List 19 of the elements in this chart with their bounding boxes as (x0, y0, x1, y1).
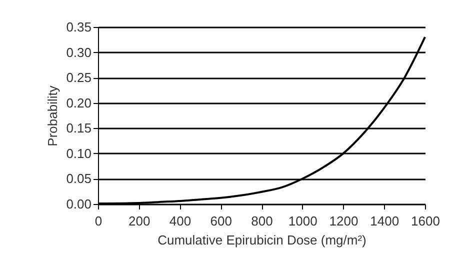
y-tick-label: 0.20 (66, 95, 92, 110)
y-tick-label: 0.00 (66, 196, 92, 212)
x-tick-label: 400 (169, 214, 192, 228)
x-axis-title: Cumulative Epirubicin Dose (mg/m²) (158, 232, 366, 248)
y-tick-label: 0.35 (66, 20, 92, 34)
y-tick-label: 0.15 (66, 120, 92, 136)
x-tick-label: 800 (251, 214, 273, 228)
y-axis-title: Probability (45, 85, 60, 146)
x-tick-label: 1000 (288, 214, 318, 228)
y-tick-label: 0.25 (66, 70, 92, 86)
x-tick-label: 0 (94, 214, 102, 228)
x-tick-label: 1600 (411, 214, 440, 228)
x-tick-label: 600 (210, 214, 232, 228)
x-tick-label: 1400 (370, 214, 400, 228)
y-tick-label: 0.10 (66, 146, 92, 161)
x-tick-label: 1200 (329, 214, 358, 228)
y-tick-label: 0.05 (66, 171, 92, 186)
y-tick-label: 0.30 (66, 44, 92, 60)
x-tick-label: 200 (128, 214, 150, 228)
